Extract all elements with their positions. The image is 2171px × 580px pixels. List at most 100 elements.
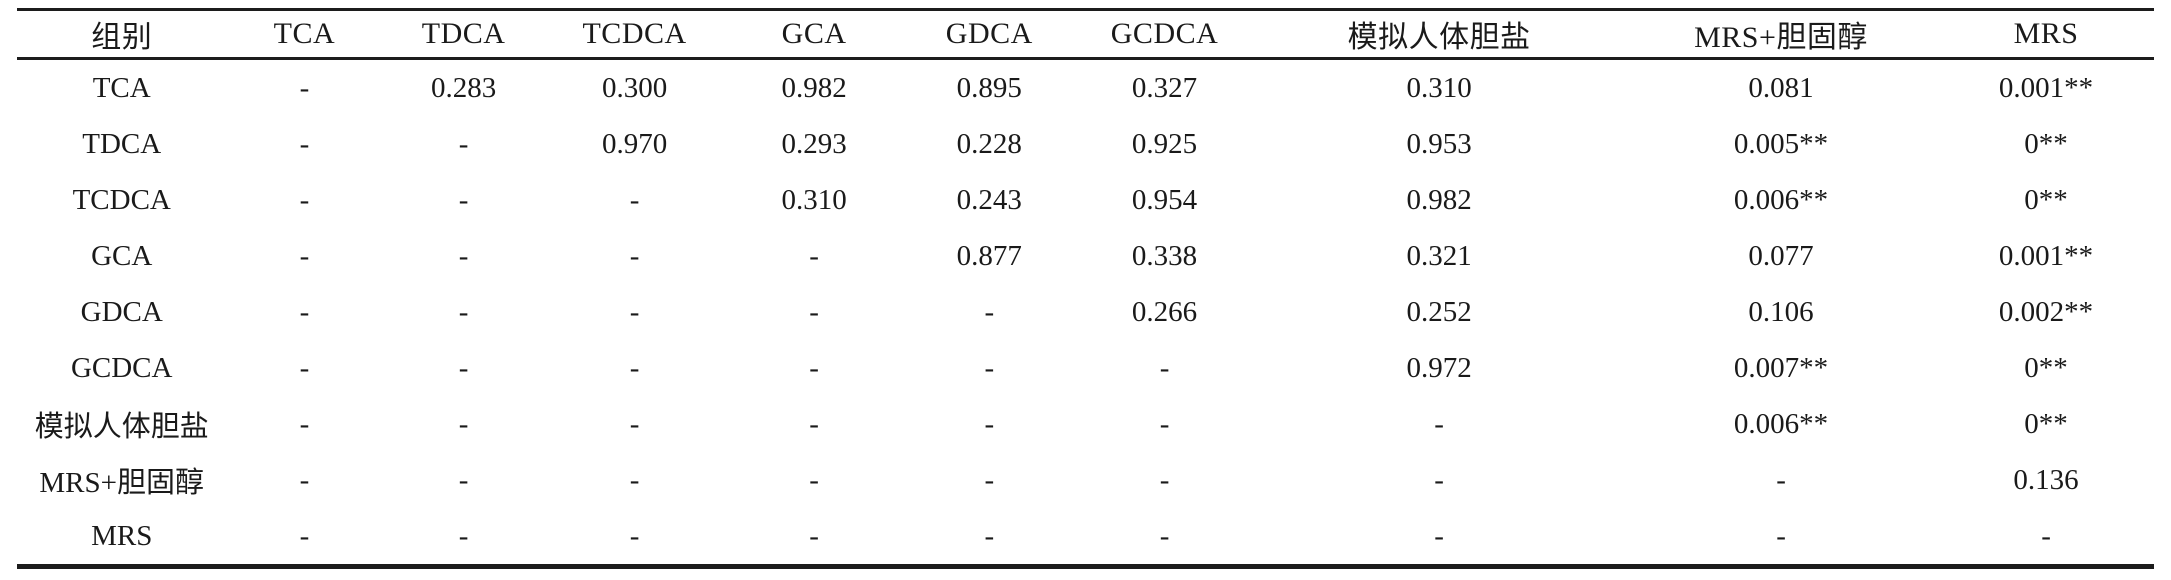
cell: -	[984, 351, 995, 384]
cell: -	[1159, 519, 1170, 552]
cell: -	[809, 407, 819, 440]
table-header: 组别 TCA TDCA TCDCA GCA GDCA GCDCA 模拟人体胆盐 …	[17, 10, 2154, 59]
cell: -	[299, 295, 310, 328]
cell: -	[984, 295, 995, 328]
cell: 0**	[2024, 183, 2068, 216]
cell: -	[984, 519, 995, 552]
cell: -	[458, 239, 469, 272]
cell: 0.293	[781, 127, 847, 160]
cell: -	[2041, 519, 2051, 552]
cell: 0**	[2024, 127, 2068, 160]
column-header-mrs-cholesterol: MRS+胆固醇	[1694, 21, 1868, 54]
cell: -	[629, 239, 640, 272]
table-row-mrs: MRS - - - - - - - - -	[17, 508, 2154, 567]
cell: 0.005**	[1733, 127, 1829, 160]
column-header-tcdca: TCDCA	[582, 17, 687, 50]
column-header-simulated-human-bile-salt: 模拟人体胆盐	[1347, 21, 1531, 54]
cell: 0.136	[2013, 463, 2079, 496]
cell: -	[1159, 407, 1170, 440]
cell: 0.081	[1748, 71, 1814, 104]
cell: -	[809, 295, 819, 328]
cell: -	[809, 351, 819, 384]
cell: -	[299, 519, 310, 552]
cell: -	[458, 463, 469, 496]
cell: -	[458, 127, 469, 160]
row-label: GCDCA	[70, 351, 173, 384]
table-row-gca: GCA - - - - 0.877 0.338 0.321 0.077 0.00…	[17, 228, 2154, 284]
cell: 0.006**	[1733, 183, 1829, 216]
cell: -	[984, 407, 995, 440]
table-row-simulated-human-bile-salt: 模拟人体胆盐 - - - - - - - 0.006** 0**	[17, 396, 2154, 452]
cell: 0.243	[956, 183, 1022, 216]
p-value-comparison-table: 组别 TCA TDCA TCDCA GCA GDCA GCDCA 模拟人体胆盐 …	[17, 8, 2154, 569]
column-header-gdca: GDCA	[945, 17, 1033, 50]
cell: -	[299, 407, 310, 440]
row-label: MRS+胆固醇	[39, 467, 205, 499]
cell: 0.228	[956, 127, 1022, 160]
cell: 0**	[2024, 407, 2068, 440]
cell: -	[809, 463, 819, 496]
cell: -	[984, 463, 995, 496]
cell: 0.972	[1406, 351, 1472, 384]
row-label: 模拟人体胆盐	[34, 411, 209, 443]
cell: -	[1159, 463, 1170, 496]
cell: 0.970	[601, 127, 668, 160]
table-row-gcdca: GCDCA - - - - - - 0.972 0.007** 0**	[17, 340, 2154, 396]
cell: 0.953	[1406, 127, 1472, 160]
cell: 0.877	[956, 239, 1022, 272]
cell: 0.001**	[1998, 71, 2094, 104]
cell: -	[629, 519, 640, 552]
row-label: TCDCA	[72, 183, 171, 216]
cell: 0.077	[1748, 239, 1814, 272]
column-header-tdca: TDCA	[421, 17, 506, 50]
row-label: GDCA	[80, 295, 163, 328]
table-row-tcdca: TCDCA - - - 0.310 0.243 0.954 0.982 0.00…	[17, 172, 2154, 228]
cell: 0.300	[601, 71, 668, 104]
cell: 0.321	[1406, 239, 1472, 272]
cell: -	[629, 463, 640, 496]
cell: 0.338	[1131, 239, 1198, 272]
row-label: TCA	[92, 71, 151, 104]
cell: 0.310	[1406, 71, 1472, 104]
cell: 0.954	[1131, 183, 1198, 216]
cell: -	[1434, 407, 1444, 440]
cell: 0.895	[956, 71, 1022, 104]
row-label: TDCA	[82, 127, 162, 160]
cell: 0.007**	[1733, 351, 1829, 384]
table-row-mrs-cholesterol: MRS+胆固醇 - - - - - - - - 0.136	[17, 452, 2154, 508]
cell: -	[299, 183, 310, 216]
cell: 0.252	[1406, 295, 1472, 328]
cell: -	[809, 519, 819, 552]
column-header-group: 组别	[91, 21, 153, 54]
cell: 0.925	[1131, 127, 1198, 160]
cell: 0.327	[1131, 71, 1198, 104]
column-header-tca: TCA	[273, 17, 336, 50]
header-row: 组别 TCA TDCA TCDCA GCA GDCA GCDCA 模拟人体胆盐 …	[17, 10, 2154, 59]
cell: -	[299, 351, 310, 384]
cell: -	[299, 239, 310, 272]
cell: 0.982	[1406, 183, 1472, 216]
cell: 0.283	[431, 71, 497, 104]
cell: -	[458, 407, 469, 440]
cell: -	[1434, 519, 1444, 552]
cell: -	[629, 407, 640, 440]
cell: -	[629, 183, 640, 216]
cell: -	[299, 127, 310, 160]
cell: 0.001**	[1998, 239, 2094, 272]
cell: -	[299, 463, 310, 496]
cell: -	[1159, 351, 1170, 384]
cell: -	[458, 295, 469, 328]
cell: -	[809, 239, 819, 272]
cell: 0**	[2024, 351, 2068, 384]
table-row-gdca: GDCA - - - - - 0.266 0.252 0.106 0.002**	[17, 284, 2154, 340]
table-row-tca: TCA - 0.283 0.300 0.982 0.895 0.327 0.31…	[17, 59, 2154, 117]
cell: 0.982	[781, 71, 847, 104]
cell: -	[458, 351, 469, 384]
cell: -	[458, 519, 469, 552]
cell: 0.106	[1748, 295, 1814, 328]
cell: -	[1776, 463, 1786, 496]
column-header-gcdca: GCDCA	[1110, 17, 1219, 50]
cell: -	[629, 295, 640, 328]
row-label: GCA	[91, 239, 153, 272]
